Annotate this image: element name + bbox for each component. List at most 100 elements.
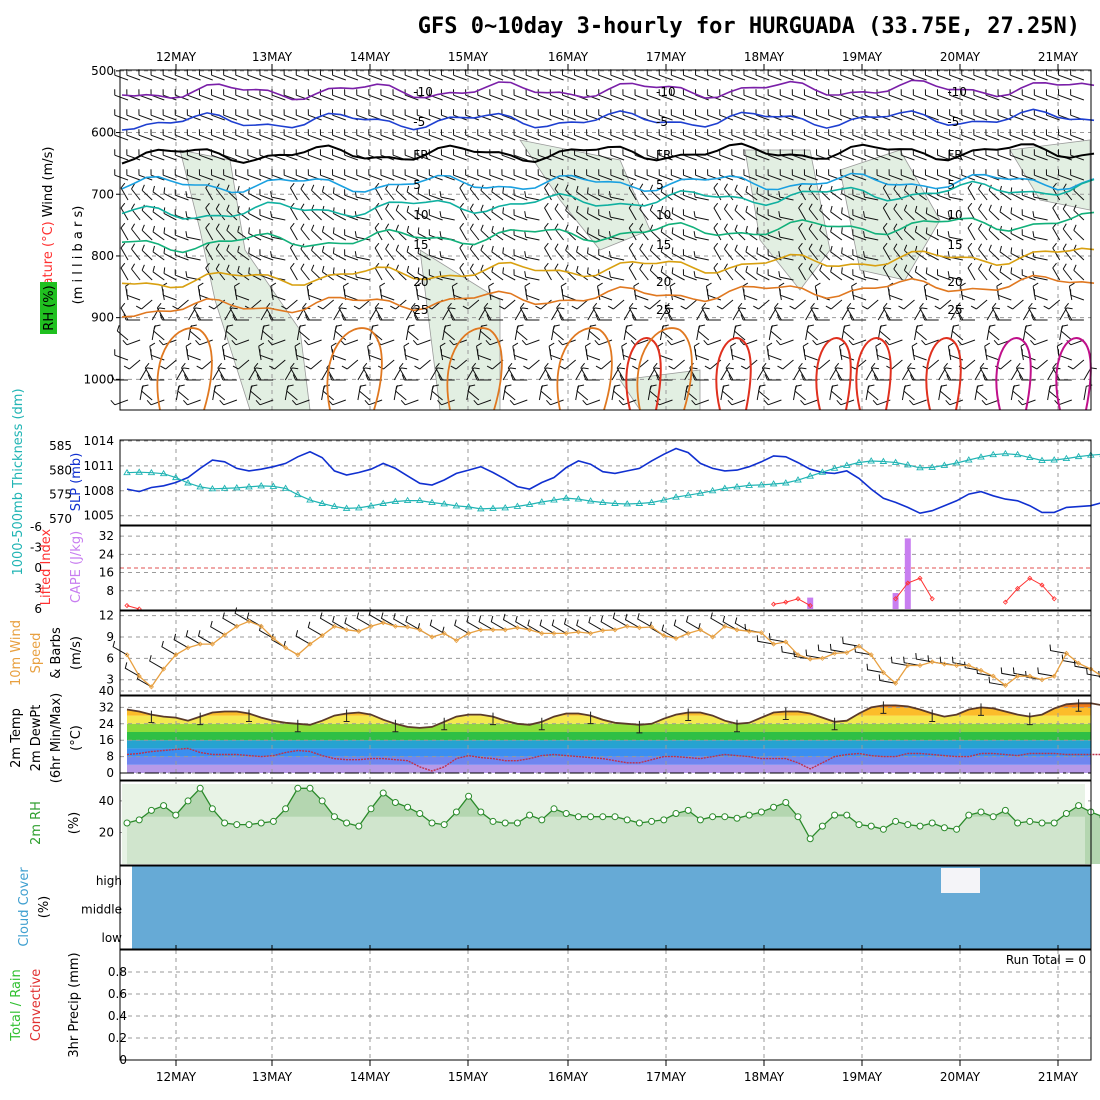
wind10-marker bbox=[612, 627, 618, 633]
upper-wind-barb bbox=[842, 325, 855, 341]
li-tick-label: -6 bbox=[30, 520, 42, 534]
upper-wind-barb bbox=[988, 325, 1000, 341]
upper-wind-barb bbox=[888, 289, 903, 301]
upper-wind-barb bbox=[825, 299, 843, 310]
upper-wind-barb bbox=[223, 109, 238, 121]
thickness-marker bbox=[172, 473, 180, 481]
upper-wind-barb bbox=[332, 89, 346, 101]
wind10-barb bbox=[829, 643, 847, 654]
upper-wind-barb bbox=[453, 169, 467, 181]
upper-wind-barb bbox=[1010, 207, 1024, 221]
thickness-marker bbox=[977, 453, 985, 460]
rh-marker bbox=[574, 813, 582, 821]
upper-wind-barb bbox=[803, 109, 818, 121]
upper-wind-barb bbox=[150, 349, 165, 361]
wind10-barb bbox=[768, 633, 786, 643]
temp-tick-label: 40 bbox=[99, 684, 114, 698]
upper-wind-barb bbox=[469, 223, 480, 241]
upper-wind-barb bbox=[428, 129, 443, 141]
upper-wind-barb bbox=[598, 109, 613, 121]
upper-wind-barb bbox=[623, 324, 633, 341]
upper-wind-barb bbox=[723, 223, 734, 241]
upper-wind-barb bbox=[235, 169, 250, 181]
upper-wind-barb bbox=[561, 129, 576, 141]
thickness-marker bbox=[452, 502, 461, 509]
bottom-day-label: 16MAY bbox=[548, 1070, 589, 1084]
upper-wind-barb bbox=[139, 384, 149, 401]
thickness-marker bbox=[867, 457, 875, 464]
temp-tick-label: 0 bbox=[106, 766, 114, 780]
upper-wind-barb bbox=[392, 129, 407, 141]
upper-wind-barb bbox=[994, 314, 1012, 321]
upper-wind-barb bbox=[317, 299, 335, 310]
thickness-marker bbox=[403, 496, 412, 504]
rh-marker bbox=[623, 816, 631, 824]
upper-wind-barb bbox=[816, 109, 830, 121]
upper-wind-barb bbox=[404, 349, 419, 361]
thickness-marker bbox=[1038, 456, 1046, 463]
temp-tick-label: 24 bbox=[99, 717, 114, 731]
upper-wind-barb bbox=[163, 267, 177, 281]
upper-wind-barb bbox=[120, 262, 129, 281]
upper-wind-barb bbox=[740, 314, 758, 321]
upper-wind-barb bbox=[459, 262, 468, 281]
upper-wind-barb bbox=[1060, 325, 1073, 341]
wind10-barb bbox=[551, 619, 567, 634]
upper-wind-barb bbox=[658, 169, 673, 181]
upper-wind-barb bbox=[428, 169, 443, 181]
li-label: Lifted Index bbox=[39, 528, 54, 605]
upper-wind-barb bbox=[283, 109, 298, 121]
upper-wind-barb bbox=[256, 374, 274, 381]
upper-wind-barb bbox=[1070, 129, 1085, 141]
upper-wind-barb bbox=[1009, 129, 1024, 141]
upper-wind-barb bbox=[1018, 374, 1036, 381]
upper-wind-barb bbox=[519, 302, 528, 321]
wind10-barb bbox=[988, 676, 1006, 686]
wind10-marker bbox=[466, 630, 472, 636]
upper-wind-barb bbox=[513, 189, 528, 201]
upper-wind-barb bbox=[1058, 89, 1072, 101]
upper-wind-barb bbox=[885, 314, 903, 321]
upper-wind-barb bbox=[756, 267, 770, 281]
upper-wind-barb bbox=[265, 302, 274, 321]
upper-wind-barb bbox=[713, 182, 722, 201]
wind10-marker bbox=[575, 629, 581, 635]
rh-marker bbox=[965, 811, 973, 819]
upper-wind-barb bbox=[848, 339, 867, 346]
upper-wind-barb bbox=[524, 231, 540, 241]
upper-wind-barb bbox=[778, 271, 794, 281]
upper-wind-barb bbox=[1021, 89, 1036, 101]
upper-wind-barb bbox=[292, 374, 310, 381]
upper-wind-barb bbox=[652, 362, 661, 381]
temp-frame bbox=[119, 695, 1092, 781]
upper-wind-barb bbox=[304, 314, 322, 321]
upper-wind-barb bbox=[513, 129, 528, 141]
upper-wind-barb bbox=[707, 169, 722, 181]
upper-wind-barb bbox=[295, 109, 310, 121]
upper-wind-barb bbox=[660, 265, 673, 281]
upper-wind-barb bbox=[704, 314, 721, 321]
upper-wind-barb bbox=[610, 169, 625, 181]
upper-wind-barb bbox=[753, 299, 770, 310]
isotherm-label: -5 bbox=[656, 115, 668, 129]
upper-wind-barbs bbox=[110, 69, 1097, 406]
upper-wind-barb bbox=[580, 362, 589, 381]
wind10-marker bbox=[978, 667, 984, 674]
isotherm-label: 20 bbox=[656, 275, 671, 289]
thickness-marker bbox=[904, 461, 912, 468]
li-marker bbox=[1027, 575, 1033, 581]
upper-wind-barb bbox=[660, 245, 673, 261]
upper-wind-barb bbox=[608, 231, 625, 241]
wind10-barb bbox=[588, 616, 604, 631]
wind10-marker bbox=[856, 643, 862, 649]
upper-wind-barb bbox=[307, 109, 322, 121]
temp-band bbox=[127, 703, 1091, 708]
upper-wind-barb bbox=[489, 129, 504, 141]
upper-wind-barb bbox=[509, 399, 528, 406]
upper-wind-barb bbox=[114, 149, 129, 161]
wind10-marker bbox=[734, 627, 740, 633]
rh-marker bbox=[989, 813, 997, 821]
upper-wind-barb bbox=[116, 325, 129, 341]
wind10-marker bbox=[161, 666, 167, 672]
